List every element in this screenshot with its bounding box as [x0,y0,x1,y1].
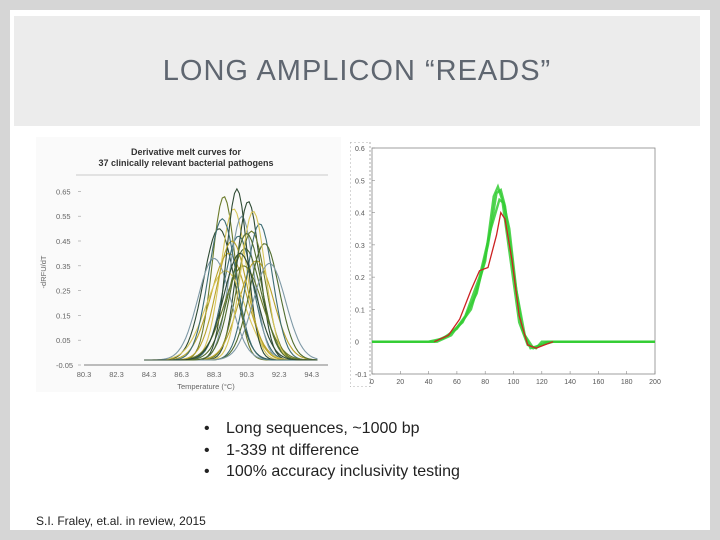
y-tick-label: 0.4 [355,211,365,218]
melt-curve-chart-left: Derivative melt curves for 37 clinically … [39,147,328,391]
x-tick-label: 86.3 [174,370,189,379]
citation: S.I. Fraley, et.al. in review, 2015 [36,514,206,528]
y-tick-label: 0.1 [355,307,365,314]
bullet-item: • 100% accuracy inclusivity testing [204,461,544,483]
x-tick-label: 60 [453,379,461,386]
melt-curve-series [144,228,318,361]
x-tick-label: 80 [481,379,489,386]
x-tick-label: 80.3 [77,370,92,379]
x-tick-label: 180 [621,379,633,386]
bullet-list: • Long sequences, ~1000 bp • 1-339 nt diff… [204,418,544,483]
y-tick-label: 0.55 [56,212,71,221]
bullet-marker: • [204,420,210,437]
chart-left-title: Derivative melt curves for 37 clinically … [98,147,273,168]
title-band [14,16,700,126]
x-tick-label: 160 [593,379,605,386]
slide-title: LONG AMPLICON “READS” [162,54,552,87]
x-tick-label: 100 [508,379,520,386]
y-tick-label: 0.6 [355,146,365,153]
x-tick-label: 94.3 [304,370,319,379]
melt-curve-series [434,210,554,349]
bullet-text: 1-339 nt difference [226,441,360,459]
y-tick-label: 0.45 [56,237,71,246]
x-tick-label: 92.3 [272,370,287,379]
melt-curve-series [144,252,318,361]
chart-right-axis-strip [349,141,371,388]
chart-left-title-line: 37 clinically relevant bacterial pathoge… [98,158,273,168]
bullet-item: • 1-339 nt difference [204,440,544,462]
y-tick-label: 0 [355,340,359,347]
bullet-marker: • [204,463,210,480]
bullet-text: Long sequences, ~1000 bp [226,420,420,437]
melt-curve-figure-right: -0.1 0 0.1 0.2 0.3 0.4 0.5 0.6 0 20 40 60 80 100 120 14… [349,141,663,388]
y-tick-label: 0.25 [56,287,71,296]
y-tick-label: 0.5 [355,178,365,185]
x-tick-label: 88.3 [207,370,222,379]
x-tick-label: 20 [396,379,404,386]
x-tick-label: 120 [536,379,548,386]
x-tick-label: 200 [649,379,661,386]
y-tick-label: 0.35 [56,262,71,271]
x-tick-label: 82.3 [109,370,124,379]
y-tick-label: -0.05 [56,361,73,370]
y-tick-label: 0.2 [355,275,365,282]
x-tick-label: 90.3 [239,370,254,379]
x-tick-label: 140 [564,379,576,386]
x-tick-label: 0 [370,379,374,386]
melt-curve-series [144,196,318,361]
chart-left-title-line: Derivative melt curves for [131,147,242,157]
melt-curve-figure-left: Derivative melt curves for 37 clinically … [36,137,341,392]
y-tick-label: 0.05 [56,336,71,345]
bullet-marker: • [204,441,210,459]
x-tick-label: 84.3 [142,370,157,379]
melt-curve-chart-right: -0.100.10.20.30.40.50.60 20 40 60 80 100 120 14… [349,141,661,388]
bullet-item: • Long sequences, ~1000 bp [204,418,544,440]
y-tick-label: 0.15 [56,311,71,320]
bullet-text: 100% accuracy inclusivity testing [226,463,460,480]
y-tick-label: 0.3 [355,243,365,250]
x-axis-label: Temperature (°C) [177,382,235,391]
y-tick-label: 0.65 [56,187,71,196]
y-axis-label: -dRFU/dT [39,255,48,288]
x-tick-label: 40 [425,379,433,386]
y-tick-label: -0.1 [355,372,367,379]
